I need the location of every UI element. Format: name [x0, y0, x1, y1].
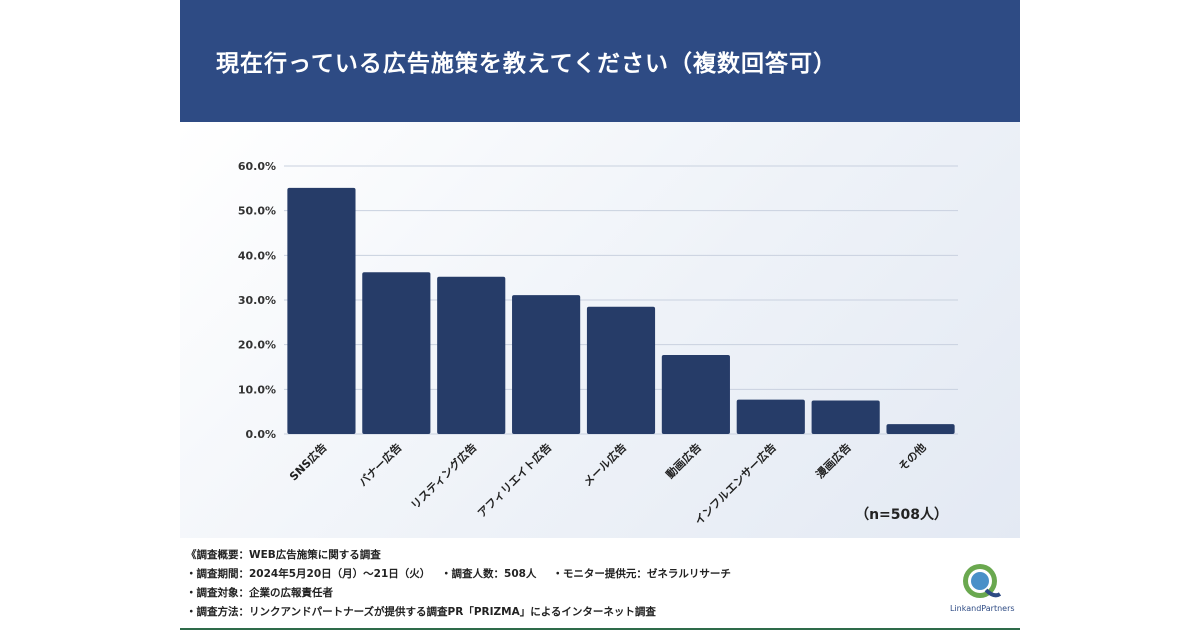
x-category-label: 漫画広告	[813, 440, 854, 481]
infographic-card: 現在行っている広告施策を教えてください（複数回答可） 0.0% 10.0% 20.0…	[180, 0, 1020, 630]
y-tick-label: 50.0%	[238, 205, 276, 218]
survey-note-item: ・調査人数：508人	[441, 568, 537, 580]
y-tick-label: 40.0%	[238, 249, 276, 262]
bar	[811, 400, 880, 434]
y-tick-label: 60.0%	[238, 160, 276, 173]
survey-note-line: 《調査概要：WEB広告施策に関する調査	[186, 546, 747, 565]
survey-note-item: ・調査対象：企業の広報責任者	[186, 587, 333, 599]
bar	[736, 399, 805, 434]
bar	[512, 295, 581, 434]
x-category-label: リスティング広告	[408, 440, 480, 512]
header-banner: 現在行っている広告施策を教えてください（複数回答可）	[180, 0, 1020, 122]
x-category-label: SNS広告	[286, 440, 329, 483]
chart-area: 0.0% 10.0% 20.0% 30.0% 40.0% 50.0% 60.0% SNS広告バ…	[180, 122, 1020, 538]
bar	[362, 272, 431, 434]
chart-title: 現在行っている広告施策を教えてください（複数回答可）	[216, 51, 838, 77]
y-tick-label: 10.0%	[238, 383, 276, 396]
bar	[886, 424, 955, 434]
survey-note-item: ・モニター提供元：ゼネラルリサーチ	[552, 568, 731, 580]
company-logo: LinkandPartners	[950, 560, 1015, 620]
survey-note-item: 《調査概要：WEB広告施策に関する調査	[186, 549, 381, 561]
logo-text: LinkandPartners	[950, 604, 1015, 613]
bar	[586, 306, 656, 434]
survey-note-line: ・調査方法：リンクアンドパートナーズが提供する調査PR「PRIZMA」によるイン…	[186, 603, 747, 622]
y-tick-label: 0.0%	[245, 428, 276, 441]
survey-notes: 《調査概要：WEB広告施策に関する調査・調査期間：2024年5月20日（月）〜2…	[186, 546, 747, 622]
bar-chart: 0.0% 10.0% 20.0% 30.0% 40.0% 50.0% 60.0% SNS広告バ…	[238, 160, 958, 528]
survey-note-line: ・調査期間：2024年5月20日（月）〜21日（火） ・調査人数：508人 ・モニタ…	[186, 565, 747, 584]
footer-divider	[180, 628, 1020, 630]
x-category-label: アフィリエイト広告	[474, 440, 554, 520]
y-tick-label: 30.0%	[238, 294, 276, 307]
survey-note-item: ・調査期間：2024年5月20日（月）〜21日（火）	[186, 568, 426, 580]
survey-note-item: ・調査方法：リンクアンドパートナーズが提供する調査PR「PRIZMA」によるイン…	[186, 606, 656, 618]
x-category-label: メール広告	[580, 440, 629, 489]
x-category-label: 動画広告	[663, 440, 704, 481]
x-category-label: インフルエンサー広告	[691, 440, 778, 527]
bar	[287, 187, 356, 434]
bar	[661, 354, 730, 434]
x-category-label: バナー広告	[356, 440, 405, 489]
sample-size-note: （n=508人）	[855, 507, 948, 523]
link-and-partners-logo-icon	[963, 564, 1002, 598]
survey-note-line: ・調査対象：企業の広報責任者	[186, 584, 747, 603]
x-category-label: その他	[895, 440, 928, 473]
footer: 《調査概要：WEB広告施策に関する調査・調査期間：2024年5月20日（月）〜2…	[180, 538, 1020, 630]
y-tick-label: 20.0%	[238, 339, 276, 352]
bar	[437, 276, 506, 434]
